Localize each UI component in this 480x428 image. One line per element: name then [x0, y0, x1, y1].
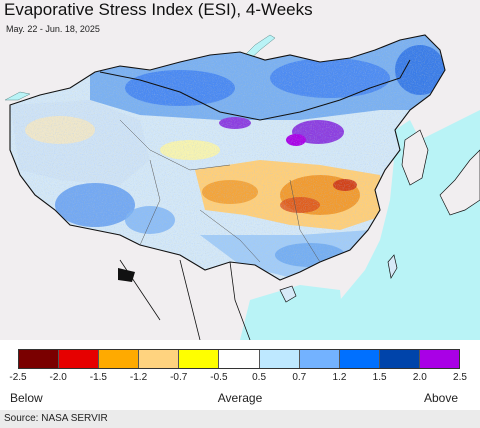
- legend-swatch-3: [139, 350, 180, 368]
- mongolia-border: [99, 59, 411, 121]
- legend-tick-label: 2.0: [412, 372, 427, 383]
- se-asia-borders: [119, 259, 251, 340]
- legend-swatch-10: [419, 350, 460, 368]
- legend-swatch-9: [379, 350, 420, 368]
- legend-above-label: Above: [423, 391, 458, 405]
- lake-balkhash: [4, 91, 31, 101]
- esi-map: Evaporative Stress Index (ESI), 4-Weeks …: [0, 0, 480, 340]
- japan-land: [439, 149, 480, 216]
- china-border: [9, 34, 446, 281]
- legend-tick-label: -2.5: [9, 372, 27, 383]
- legend-tick-label: 0.5: [252, 372, 267, 383]
- legend-swatch-2: [99, 350, 140, 368]
- taiwan-land: [387, 254, 398, 279]
- legend: -2.5 -2.0 -1.5 -1.2 -0.7 -0.5 0.5 0.7 1.2 1.5 2.0 2…: [0, 340, 480, 410]
- legend-color-bar: [18, 349, 460, 369]
- legend-below-label: Below: [10, 391, 43, 405]
- hainan-land: [279, 285, 297, 303]
- ocean-east: [330, 110, 480, 340]
- legend-swatch-7: [299, 350, 340, 368]
- ocean-south: [240, 285, 345, 340]
- legend-swatch-0: [19, 350, 60, 368]
- korea-land: [401, 129, 429, 186]
- legend-tick-label: -0.5: [210, 372, 228, 383]
- legend-tick-label: -1.2: [129, 372, 148, 383]
- footer: Source: NASA SERVIR: [0, 410, 480, 428]
- legend-swatch-6: [259, 350, 300, 368]
- esi-data-layer: [10, 35, 445, 280]
- legend-tick-label: 0.7: [292, 372, 307, 383]
- legend-tick-label: -2.0: [49, 372, 67, 383]
- legend-average-label: Average: [217, 391, 263, 405]
- legend-tick-label: -1.5: [89, 372, 107, 383]
- legend-tick-label: 1.2: [332, 372, 347, 383]
- legend-swatch-1: [59, 350, 100, 368]
- legend-swatch-8: [339, 350, 380, 368]
- date-range: May. 22 - Jun. 18, 2025: [6, 24, 100, 34]
- legend-tick-label: -0.7: [170, 372, 188, 383]
- legend-swatch-5: [219, 350, 260, 368]
- legend-tick-label: 2.5: [453, 372, 467, 383]
- inner-borders: [119, 119, 321, 263]
- map-title: Evaporative Stress Index (ESI), 4-Weeks: [4, 0, 313, 19]
- legend-tick-label: 1.5: [372, 372, 387, 383]
- map-canvas: [4, 34, 480, 340]
- source-text: Source: NASA SERVIR: [4, 413, 108, 424]
- legend-swatch-4: [179, 350, 220, 368]
- burma-patch: [118, 268, 135, 282]
